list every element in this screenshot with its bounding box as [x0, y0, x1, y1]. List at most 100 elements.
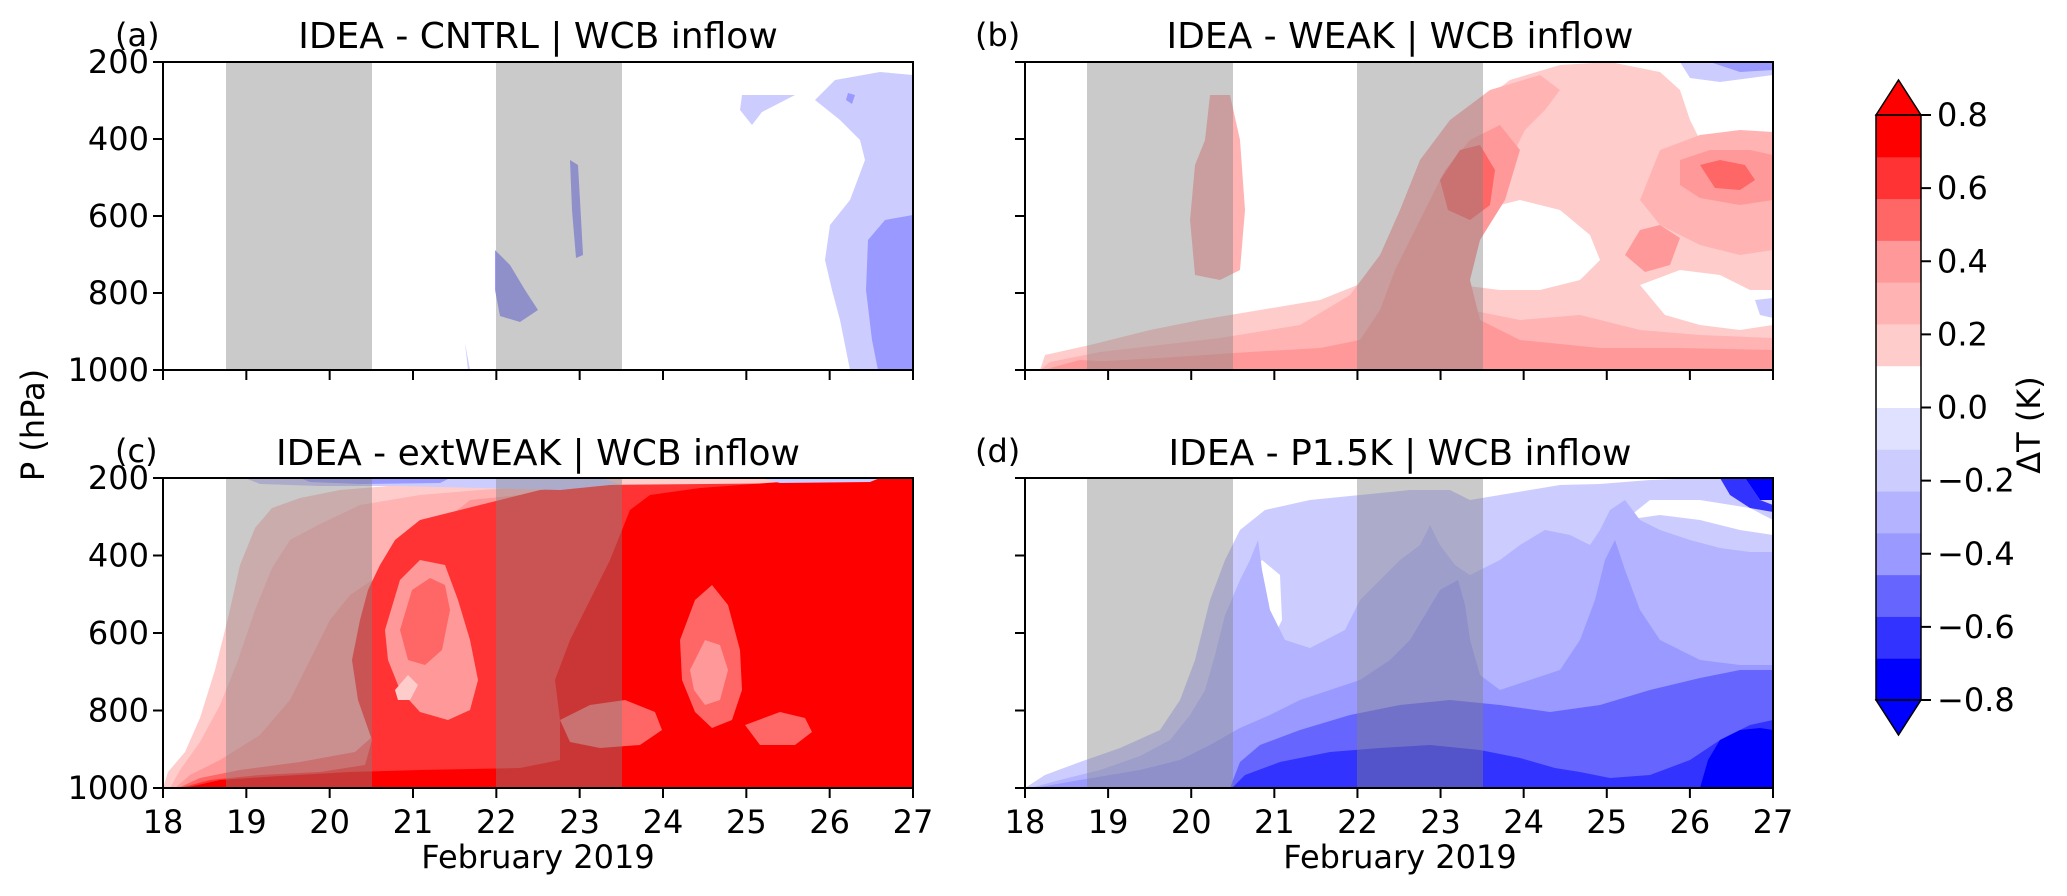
y-tick-label: 400 — [88, 537, 149, 575]
x-tick-label: 21 — [1254, 803, 1295, 841]
contour-a-neg1c — [465, 343, 470, 370]
contour-b-pos2 — [1040, 75, 1773, 370]
x-tick-label: 22 — [1337, 803, 1378, 841]
shade-b-2 — [1357, 62, 1483, 370]
colorbar-segment — [1876, 491, 1921, 534]
title-a: IDEA - CNTRL | WCB inflow — [298, 16, 778, 57]
colorbar-tick-label: 0.2 — [1937, 315, 1988, 353]
contour-d-neg5 — [1232, 720, 1773, 788]
colorbar-tick-label: 0.4 — [1937, 242, 1988, 280]
title-b: IDEA - WEAK | WCB inflow — [1166, 16, 1633, 57]
colorbar-tick-label: 0.8 — [1937, 96, 1988, 134]
panel-b-contours — [1040, 62, 1773, 370]
contour-b-neg1b — [1755, 298, 1773, 318]
shade-b-1 — [1087, 62, 1233, 370]
colorbar-tick-label: −0.2 — [1937, 462, 2015, 500]
x-tick-label: 26 — [809, 803, 850, 841]
contour-c-lightpink-spot — [395, 675, 418, 700]
colorbar-segment — [1876, 282, 1921, 325]
colorbar-tick-label: 0.0 — [1937, 389, 1988, 427]
contour-c-pos6-hole3 — [560, 700, 662, 748]
y-axis-label: P (hPa) — [14, 369, 52, 481]
contour-d-neg6b — [1745, 478, 1773, 500]
colorbar-tick-label: −0.6 — [1937, 608, 2015, 646]
colorbar-segment — [1876, 198, 1921, 241]
x-tick-label: 24 — [643, 803, 684, 841]
y-tick-label: 1000 — [68, 769, 149, 807]
y-tick-label: 400 — [88, 120, 149, 158]
x-tick-label: 19 — [226, 803, 267, 841]
colorbar-segment — [1876, 323, 1921, 367]
contour-a-neg2 — [866, 215, 913, 370]
panel-label-c: (c) — [115, 432, 158, 470]
y-tick-label: 200 — [88, 43, 149, 81]
x-tick-label: 25 — [1586, 803, 1627, 841]
x-tick-label: 18 — [143, 803, 184, 841]
contour-b-pos4 — [1440, 145, 1495, 220]
contour-b-pos3 — [1040, 125, 1773, 370]
x-tick-label: 20 — [309, 803, 350, 841]
y-tick-label: 800 — [88, 692, 149, 730]
panel-d-contours — [1025, 478, 1773, 788]
contour-b-pos4b — [1700, 160, 1755, 190]
panel-b: (b) IDEA - WEAK | WCB inflow — [975, 16, 1774, 371]
colorbar-segment — [1876, 658, 1921, 701]
x-tick-label: 19 — [1088, 803, 1129, 841]
x-tick-label: 26 — [1670, 803, 1711, 841]
contour-c-pos6-hole2 — [690, 640, 728, 705]
colorbar-tick-label: −0.4 — [1937, 535, 2015, 573]
x-axis-label-right: February 2019 — [1283, 838, 1516, 876]
y-tick-label: 600 — [88, 197, 149, 235]
colorbar-segment — [1876, 407, 1921, 450]
contour-d-white1 — [1625, 500, 1773, 535]
x-tick-label: 27 — [893, 803, 934, 841]
x-tick-label: 24 — [1503, 803, 1544, 841]
contour-c-pos6-hole4 — [745, 712, 812, 745]
x-tick-label: 20 — [1171, 803, 1212, 841]
x-tick-label: 22 — [476, 803, 517, 841]
contour-b-neg2 — [1710, 62, 1773, 72]
panel-a: (a) IDEA - CNTRL | WCB inflow — [115, 16, 914, 371]
shade-d-2 — [1357, 478, 1483, 788]
colorbar-segment — [1876, 449, 1921, 492]
colorbar: 0.8 0.6 0.4 0.2 0.0 −0.2 −0.4 −0.6 −0.8 — [1874, 78, 2015, 737]
contour-a-neg2b — [495, 250, 538, 322]
contour-b-white2 — [1640, 270, 1773, 330]
colorbar-segment — [1876, 156, 1921, 200]
y-tick-label: 800 — [88, 274, 149, 312]
panel-label-b: (b) — [975, 16, 1020, 54]
x-tick-label: 21 — [393, 803, 434, 841]
x-tick-label: 18 — [1005, 803, 1046, 841]
x-tick-label: 23 — [1420, 803, 1461, 841]
colorbar-segment — [1876, 240, 1921, 283]
colorbar-segment — [1876, 115, 1921, 158]
contour-c-neg2 — [300, 478, 450, 484]
contour-c-pos6-hole5 — [400, 578, 450, 665]
contour-a-neg2c — [570, 160, 583, 258]
shade-a-2 — [496, 62, 622, 370]
contour-d-neg6 — [1700, 728, 1773, 788]
shade-a-1 — [226, 62, 372, 370]
panel-c: (c) IDEA - extWEAK | WCB inflow — [115, 432, 914, 789]
colorbar-segment — [1876, 365, 1921, 408]
panel-label-d: (d) — [975, 432, 1020, 470]
shade-c-1 — [226, 478, 372, 788]
panel-d: (d) IDEA - P1.5K | WCB inflow — [975, 432, 1774, 789]
y-tick-label: 600 — [88, 614, 149, 652]
colorbar-segment — [1876, 574, 1921, 617]
colorbar-tick-label: −0.8 — [1937, 681, 2015, 719]
title-d: IDEA - P1.5K | WCB inflow — [1168, 433, 1631, 474]
x-tick-label: 23 — [559, 803, 600, 841]
y-tick-label: 200 — [88, 459, 149, 497]
contour-d-neg5b — [1720, 478, 1773, 512]
contour-b-pos1 — [1040, 62, 1773, 370]
x-axis-label-left: February 2019 — [421, 838, 654, 876]
panel-c-contours — [163, 478, 913, 788]
title-c: IDEA - extWEAK | WCB inflow — [276, 433, 800, 474]
contour-b-pos3d — [1050, 360, 1120, 370]
panel-label-a: (a) — [115, 16, 160, 54]
contour-b-pos3b — [1625, 225, 1680, 272]
shade-d-1 — [1087, 478, 1233, 788]
